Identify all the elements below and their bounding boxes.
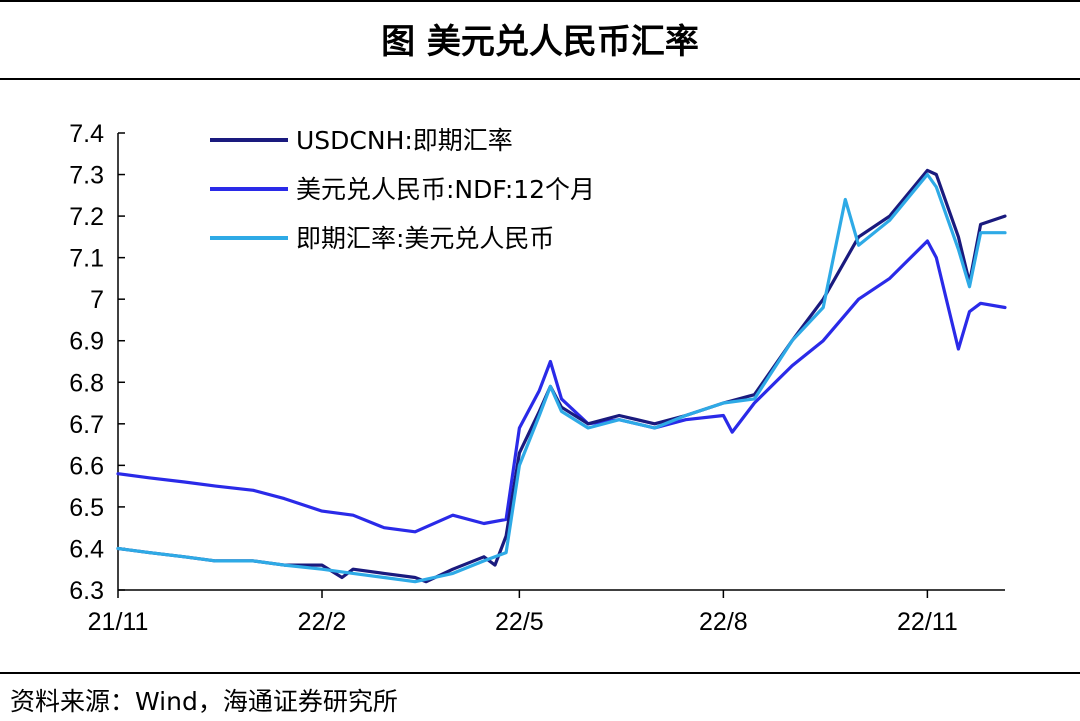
x-tick-label: 21/11 <box>88 608 149 636</box>
x-tick-label: 22/5 <box>495 608 544 636</box>
y-tick-label: 7.3 <box>69 162 104 190</box>
legend-label-1: USDCNH:即期汇率 <box>296 126 513 155</box>
legend-label-2: 美元兑人民币:NDF:12个月 <box>296 175 595 204</box>
footer-rule <box>0 672 1080 674</box>
x-tick-label: 22/11 <box>897 608 958 636</box>
y-tick-label: 6.7 <box>69 411 104 439</box>
x-tick-label: 22/8 <box>699 608 748 636</box>
title-rule <box>0 78 1080 80</box>
y-tick-label: 6.8 <box>69 369 104 397</box>
series-line-1 <box>116 168 1007 584</box>
source-note: 资料来源：Wind，海通证券研究所 <box>10 687 398 716</box>
chart-axes: 6.3 6.4 6.5 6.6 6.7 6.8 6.9 7 7.1 7.2 7.3 7.4 21/11 2… <box>69 120 1005 636</box>
y-tick-label: 7.1 <box>69 245 104 273</box>
x-tick-label: 22/2 <box>298 608 347 636</box>
y-tick-label: 6.3 <box>69 577 104 605</box>
y-tick-label: 7 <box>90 286 104 314</box>
y-tick-label: 6.6 <box>69 452 104 480</box>
series-line-2 <box>116 239 1007 534</box>
y-tick-label: 6.5 <box>69 494 104 522</box>
y-tick-label: 7.2 <box>69 203 104 231</box>
chart-series <box>116 168 1007 584</box>
y-tick-label: 6.4 <box>69 535 104 563</box>
y-tick-label: 7.4 <box>69 120 104 148</box>
top-rule <box>0 0 1080 2</box>
series-line-3 <box>116 172 1007 584</box>
legend-label-3: 即期汇率:美元兑人民币 <box>296 224 554 253</box>
chart-title: 图 美元兑人民币汇率 <box>381 22 699 62</box>
y-tick-label: 6.9 <box>69 328 104 356</box>
